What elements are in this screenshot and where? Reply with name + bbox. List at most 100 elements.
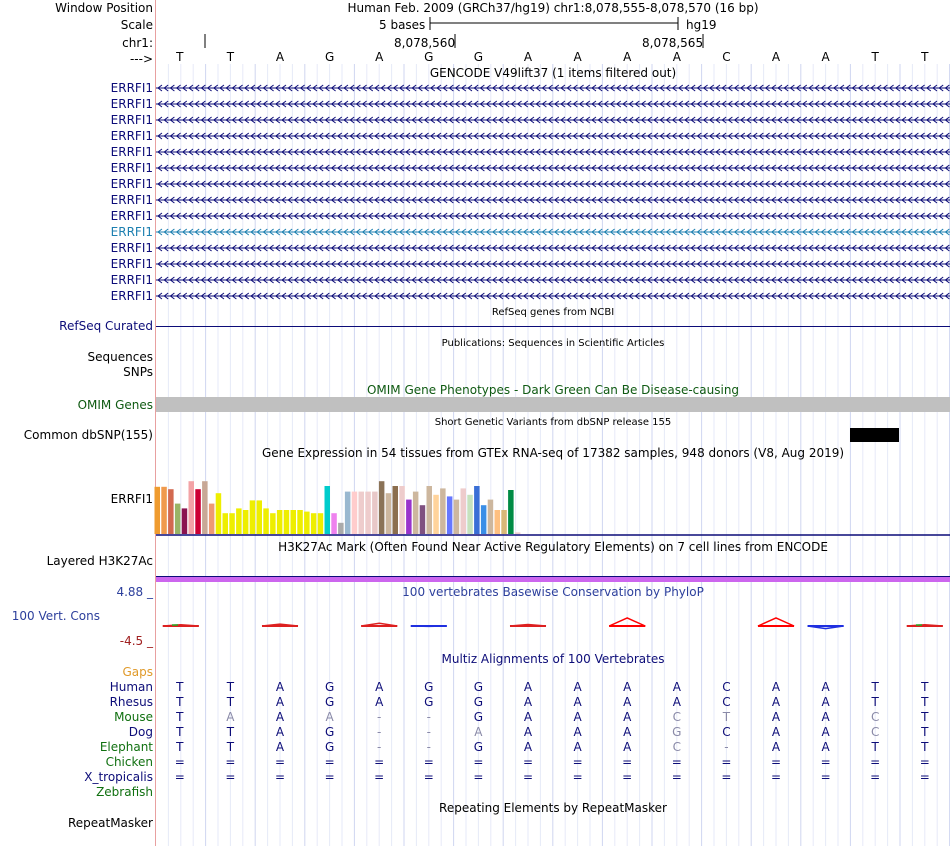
gtex-bar[interactable]: [283, 510, 290, 534]
gtex-bar[interactable]: [222, 513, 229, 534]
gtex-bar[interactable]: [195, 489, 201, 534]
gtex-bar[interactable]: [208, 503, 215, 534]
gtex-bar[interactable]: [324, 486, 331, 534]
gtex-bar[interactable]: [514, 532, 521, 534]
gtex-bar[interactable]: [202, 481, 208, 534]
gtex-bar[interactable]: [467, 494, 473, 534]
multiz-species-label[interactable]: X_tropicalis: [84, 770, 153, 784]
gencode-transcript-label[interactable]: ERRFI1: [110, 225, 153, 239]
dbsnp-variant[interactable]: [850, 428, 899, 442]
gtex-bar[interactable]: [501, 510, 507, 534]
gtex-bar[interactable]: [378, 481, 385, 534]
multiz-base: G: [424, 680, 434, 694]
gtex-bar[interactable]: [290, 510, 297, 534]
gtex-bar[interactable]: [392, 486, 399, 534]
gtex-bar[interactable]: [385, 493, 392, 534]
gtex-bar[interactable]: [460, 488, 467, 534]
gtex-bar[interactable]: [249, 500, 256, 534]
gtex-bar[interactable]: [474, 486, 480, 534]
gencode-transcript-label[interactable]: ERRFI1: [110, 161, 153, 175]
gtex-bar[interactable]: [508, 490, 514, 534]
multiz-species-label[interactable]: Human: [109, 680, 153, 694]
sequence-base: G: [473, 50, 484, 64]
snps-label[interactable]: SNPs: [123, 365, 153, 379]
gencode-transcript-label[interactable]: ERRFI1: [110, 289, 153, 303]
gencode-transcript-label[interactable]: ERRFI1: [110, 97, 153, 111]
gtex-bar[interactable]: [419, 505, 426, 534]
phylop-ymax: 4.88 _: [116, 585, 153, 599]
gencode-transcript-label[interactable]: ERRFI1: [110, 113, 153, 127]
gtex-bar[interactable]: [154, 486, 161, 534]
multiz-base: A: [821, 725, 830, 739]
refseq-label[interactable]: RefSeq Curated: [59, 319, 153, 333]
gtex-bar[interactable]: [365, 491, 371, 534]
gencode-transcript-label[interactable]: ERRFI1: [110, 177, 153, 191]
gtex-bar[interactable]: [270, 513, 276, 534]
gtex-bar[interactable]: [480, 505, 487, 534]
publications-label[interactable]: Sequences: [87, 350, 153, 364]
multiz-species-label[interactable]: Elephant: [99, 740, 153, 754]
gtex-bar[interactable]: [440, 488, 446, 534]
gtex-bar[interactable]: [494, 510, 501, 534]
gtex-bar[interactable]: [276, 510, 283, 534]
omim-label[interactable]: OMIM Genes: [77, 398, 153, 412]
gtex-bar[interactable]: [304, 511, 310, 534]
gtex-bar[interactable]: [406, 499, 412, 534]
phylop-label[interactable]: 100 Vert. Cons: [11, 609, 100, 623]
gtex-bar[interactable]: [181, 508, 188, 534]
gtex-bar[interactable]: [351, 491, 358, 534]
gencode-transcript-label[interactable]: ERRFI1: [110, 193, 153, 207]
gtex-bar[interactable]: [338, 522, 344, 534]
gtex-bar[interactable]: [344, 491, 351, 534]
gtex-bar[interactable]: [399, 486, 405, 534]
gencode-transcript-label[interactable]: ERRFI1: [110, 241, 153, 255]
gtex-bar[interactable]: [242, 510, 249, 534]
gtex-bar[interactable]: [297, 510, 303, 534]
gencode-transcript-label[interactable]: ERRFI1: [110, 81, 153, 95]
gtex-bar[interactable]: [446, 496, 453, 534]
gtex-bar[interactable]: [174, 503, 181, 534]
multiz-species-label[interactable]: Zebrafish: [96, 785, 153, 799]
omim-bar[interactable]: [156, 397, 950, 412]
gencode-transcript-label[interactable]: ERRFI1: [110, 257, 153, 271]
gtex-bar[interactable]: [331, 513, 337, 534]
phylop-peak[interactable]: [757, 617, 795, 627]
repeatmasker-label[interactable]: RepeatMasker: [67, 816, 153, 830]
gtex-bar[interactable]: [453, 499, 460, 534]
gtex-bar[interactable]: [236, 508, 242, 534]
multiz-base: C: [672, 740, 681, 754]
gtex-bar[interactable]: [168, 489, 174, 534]
gtex-bar[interactable]: [433, 494, 439, 534]
multiz-species-label[interactable]: Chicken: [105, 755, 153, 769]
gtex-bar[interactable]: [372, 491, 378, 534]
gtex-bar[interactable]: [358, 491, 365, 534]
dbsnp-label[interactable]: Common dbSNP(155): [23, 428, 153, 442]
gencode-transcript-label[interactable]: ERRFI1: [110, 209, 153, 223]
gencode-transcript-label[interactable]: ERRFI1: [110, 129, 153, 143]
gtex-bar[interactable]: [317, 513, 324, 534]
gtex-bar[interactable]: [229, 513, 235, 534]
gtex-bar[interactable]: [188, 481, 195, 534]
gtex-bar[interactable]: [256, 500, 263, 534]
gtex-bar[interactable]: [161, 486, 167, 534]
multiz-species-label[interactable]: Rhesus: [109, 695, 153, 709]
gencode-transcript-label[interactable]: ERRFI1: [110, 145, 153, 159]
multiz-species-label[interactable]: Dog: [128, 725, 153, 739]
gtex-bar[interactable]: [263, 508, 269, 534]
multiz-species-label[interactable]: Mouse: [114, 710, 153, 724]
phylop-peak[interactable]: [608, 617, 646, 627]
gtex-bar[interactable]: [487, 499, 494, 534]
h3k27ac-bar[interactable]: [156, 576, 950, 582]
gencode-transcript-label[interactable]: ERRFI1: [110, 273, 153, 287]
gtex-bar[interactable]: [412, 491, 419, 534]
gtex-bar[interactable]: [215, 493, 222, 534]
gtex-bar[interactable]: [310, 513, 317, 534]
gtex-bar[interactable]: [426, 486, 433, 534]
gaps-label[interactable]: Gaps: [122, 665, 153, 679]
gtex-label[interactable]: ERRFI1: [110, 492, 153, 506]
h3k27ac-label[interactable]: Layered H3K27Ac: [46, 554, 153, 568]
